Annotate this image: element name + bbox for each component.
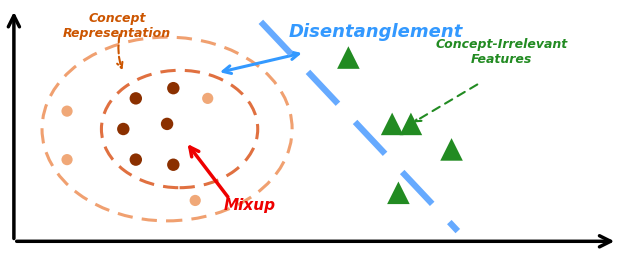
Point <box>62 158 72 162</box>
Point <box>393 191 403 195</box>
Point <box>131 96 141 100</box>
Point <box>118 127 128 131</box>
Text: Mixup: Mixup <box>224 198 275 213</box>
Point <box>406 122 416 126</box>
Point <box>168 163 178 167</box>
Point <box>131 158 141 162</box>
Point <box>162 122 172 126</box>
Point <box>344 55 354 60</box>
Point <box>168 86 178 90</box>
Text: Concept
Representation: Concept Representation <box>63 12 171 39</box>
Text: Disentanglement: Disentanglement <box>289 23 463 41</box>
Point <box>62 109 72 113</box>
Point <box>203 96 213 100</box>
Point <box>447 147 457 151</box>
Text: Concept-Irrelevant
Features: Concept-Irrelevant Features <box>435 38 568 66</box>
Point <box>190 198 200 203</box>
Point <box>387 122 397 126</box>
